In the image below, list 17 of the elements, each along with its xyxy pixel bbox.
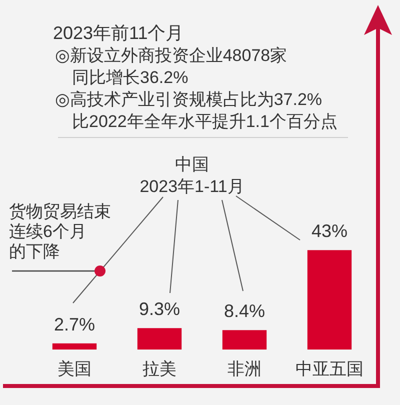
bar bbox=[222, 330, 267, 350]
chart-title: 2023年前11个月 bbox=[53, 22, 184, 45]
data-label: 2.7% bbox=[54, 314, 96, 334]
data-label: 9.3% bbox=[138, 299, 180, 320]
bar bbox=[52, 343, 97, 350]
x-tick-label: 美国 bbox=[58, 359, 92, 378]
data-label: 8.4% bbox=[224, 301, 266, 322]
data-label: 43% bbox=[311, 221, 348, 242]
x-tick-label: 非洲 bbox=[228, 359, 262, 378]
annotation: 货物贸易结束连续6个月的下降 bbox=[9, 202, 112, 262]
bar bbox=[137, 328, 182, 350]
x-tick-label: 拉美 bbox=[142, 359, 176, 378]
text: ◎新设立外商投资企业48078家同比增长36.2% bbox=[55, 45, 288, 89]
text: ◎高技术产业引资规模占比为37.2%比2022年全年水平提升1.1个百分点 bbox=[55, 89, 338, 133]
bar bbox=[307, 250, 352, 350]
x-tick-label: 中亚五国 bbox=[296, 359, 364, 378]
text: 中国2023年1-11月 bbox=[138, 154, 246, 198]
